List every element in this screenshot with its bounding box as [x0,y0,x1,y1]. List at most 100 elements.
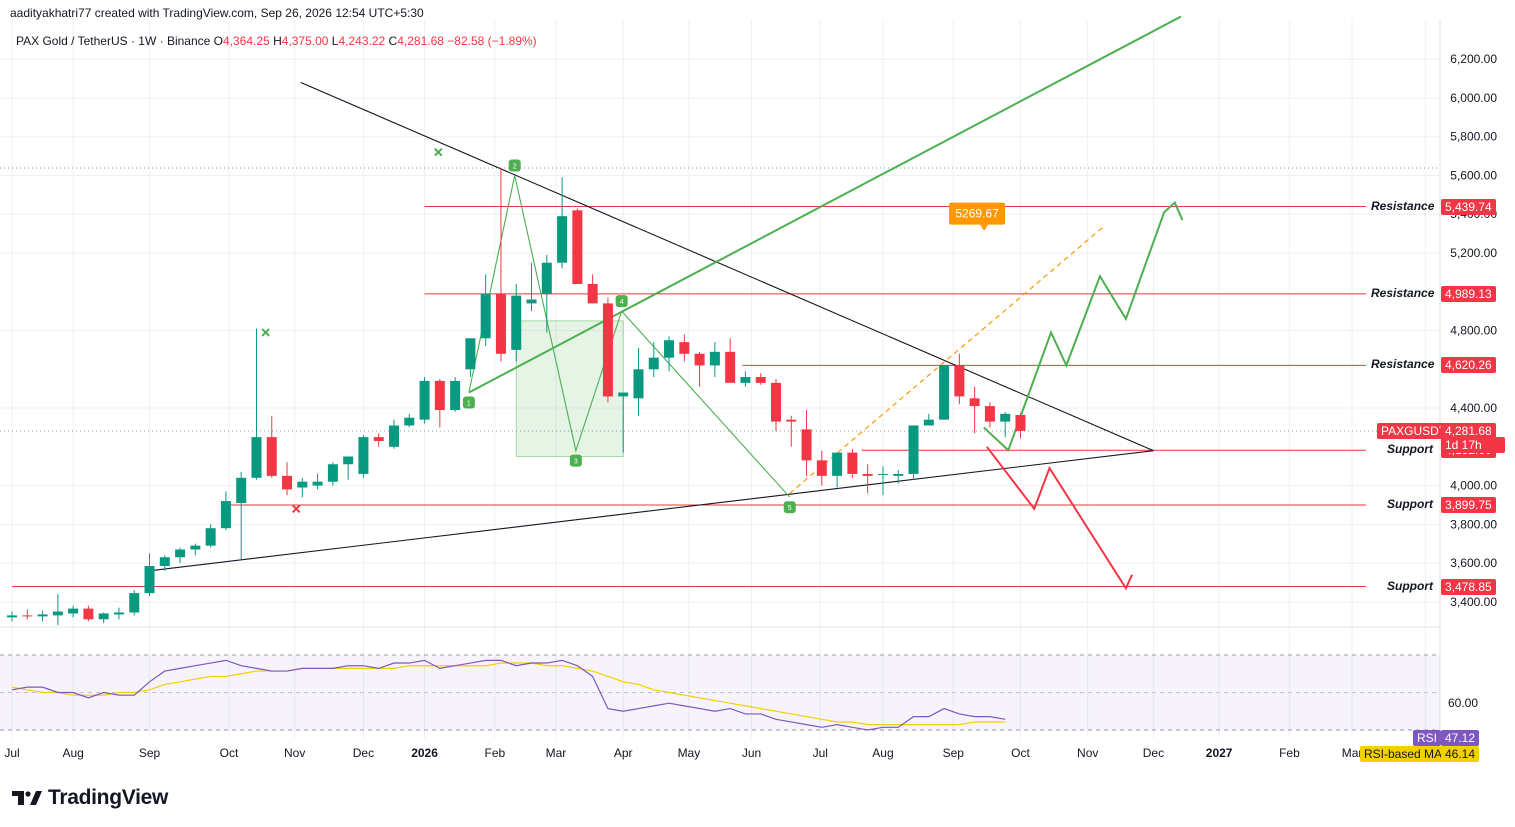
candle-0[interactable] [7,611,17,622]
price-axis[interactable]: 6,200.006,000.005,800.005,600.005,400.00… [1450,52,1497,609]
candles[interactable] [7,167,1026,626]
candle-43[interactable] [664,336,675,372]
candle-body-15 [236,477,247,504]
candle-46[interactable] [709,342,720,378]
candle-40[interactable] [618,392,629,453]
candle-39[interactable] [602,297,613,403]
target-price-label: 5269.67 [955,207,999,221]
candle-50[interactable] [771,378,781,432]
candle-body-9 [144,565,155,594]
candle-20[interactable] [312,473,323,490]
candle-18[interactable] [282,462,293,496]
candle-37[interactable] [572,208,583,285]
candle-body-32 [495,293,506,354]
candle-body-19 [297,481,308,488]
candle-3[interactable] [52,594,63,626]
candle-14[interactable] [220,491,231,531]
time-label-19: Feb [1279,746,1300,760]
price-tick-1: 6,000.00 [1450,91,1497,105]
candle-44[interactable] [679,334,690,362]
candle-36[interactable] [557,177,568,269]
price-tick-7: 4,400.00 [1450,401,1497,415]
candle-body-40 [618,392,629,397]
candle-body-17 [266,437,277,476]
candle-48[interactable] [740,371,751,387]
bearish-path [986,446,1133,591]
candle-33[interactable] [511,284,522,362]
candle-31[interactable] [480,274,491,347]
candle-27[interactable] [419,377,430,424]
candle-13[interactable] [205,524,216,548]
candle-9[interactable] [144,553,155,597]
candle-19[interactable] [297,477,308,498]
candle-57[interactable] [877,466,888,496]
candle-52[interactable] [801,409,812,476]
candle-2[interactable] [37,610,48,622]
level-price-tag-5: 3,478.85 [1441,578,1496,595]
candle-body-33 [511,295,522,350]
candle-body-24 [373,437,384,441]
candle-body-18 [282,475,293,490]
candle-32[interactable] [495,167,506,362]
candle-28[interactable] [434,378,445,428]
brand[interactable]: TradingView [12,786,168,810]
candle-11[interactable] [175,547,186,564]
candle-61[interactable] [939,365,950,420]
candle-21[interactable] [327,462,338,486]
candle-47[interactable] [725,338,736,383]
time-label-2: Sep [139,746,161,760]
candle-10[interactable] [159,555,170,571]
candle-54[interactable] [832,452,843,488]
candle-4[interactable] [68,605,79,618]
candle-25[interactable] [389,419,399,449]
symbol-name[interactable]: PAX Gold / TetherUS · 1W · Binance [16,34,211,48]
candle-12[interactable] [190,543,201,556]
candle-6[interactable] [98,612,109,624]
candle-55[interactable] [847,448,858,478]
candle-1[interactable] [22,609,33,620]
candle-53[interactable] [816,450,827,486]
candle-58[interactable] [893,470,904,484]
candle-41[interactable] [633,347,644,416]
rsi-line [11,659,1006,731]
candle-body-64 [984,406,995,422]
symbol-legend: PAX Gold / TetherUS · 1W · Binance O4,36… [16,34,537,48]
candle-body-49 [755,377,766,383]
candle-49[interactable] [755,373,766,385]
candle-35[interactable] [541,254,552,333]
candle-34[interactable] [526,262,537,312]
candle-17[interactable] [266,415,277,478]
candle-60[interactable] [923,413,934,426]
candle-30[interactable] [465,338,476,378]
candle-45[interactable] [694,351,705,387]
candle-62[interactable] [954,353,965,405]
candle-63[interactable] [969,386,980,434]
candle-59[interactable] [908,425,919,480]
candle-7[interactable] [113,607,124,620]
level-label-0: Resistance [1371,198,1435,213]
time-label-10: May [678,746,701,760]
candle-65[interactable] [1000,411,1011,438]
candle-22[interactable] [343,456,354,480]
time-axis[interactable]: Jul Aug Sep Oct Nov Dec 2026 Feb Mar Apr May Jun Jul… [4,746,1434,760]
candle-64[interactable] [984,402,995,428]
candle-body-47 [725,351,736,383]
candle-51[interactable] [786,415,797,447]
candle-23[interactable] [358,435,369,478]
candle-24[interactable] [373,433,384,447]
candle-26[interactable] [404,413,415,428]
candle-38[interactable] [587,274,598,304]
candle-16[interactable] [251,328,262,480]
candle-42[interactable] [648,342,659,378]
candle-29[interactable] [450,377,461,412]
candle-15[interactable] [236,471,247,560]
candle-body-2 [37,614,48,617]
candle-5[interactable] [83,605,94,622]
candle-66[interactable] [1015,412,1026,439]
candle-56[interactable] [862,464,873,494]
wave-label-1: 2 [513,163,517,170]
candle-8[interactable] [129,590,140,616]
close-label: C [388,34,398,48]
level-price-tag-2: 4,620.26 [1441,357,1496,374]
